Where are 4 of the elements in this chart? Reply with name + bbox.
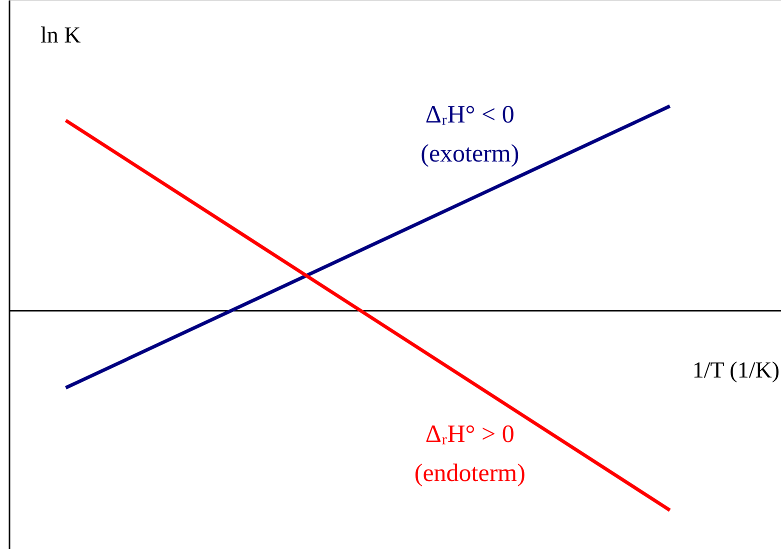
series-label: ΔᵣH° < 0 (exoterm) xyxy=(420,101,520,168)
x-axis-title: 1/T (1/K) xyxy=(692,358,780,383)
y-axis-title: ln K xyxy=(40,22,82,48)
series-label: ΔᵣH° > 0 (endoterm) xyxy=(414,421,526,488)
